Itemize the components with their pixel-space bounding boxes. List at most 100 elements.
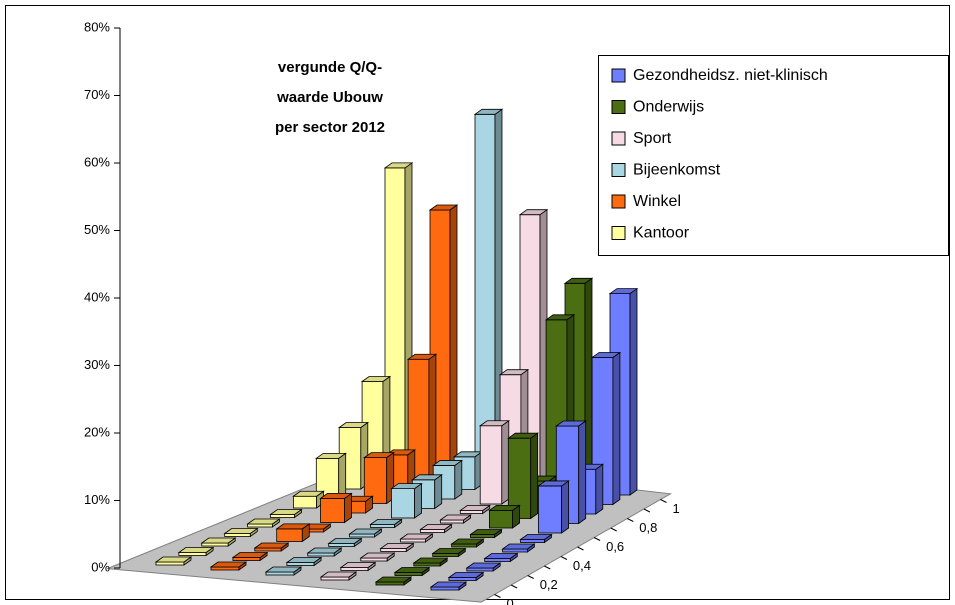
bar-top [154,556,193,563]
bar-front [247,523,273,528]
bar-side [578,420,587,525]
bar-top [292,490,325,497]
bar [429,581,468,591]
legend-label: Gezondheidsz. niet-klinisch [633,67,828,84]
bar-front [320,497,345,523]
legend: Gezondheidsz. niet-klinisch Onderwijs Spor… [611,67,828,242]
bar-front [451,543,477,548]
y-tick-label: 30% [84,357,110,372]
depth-tick [510,584,518,589]
bar-front [488,509,513,529]
bar [483,552,519,563]
bar [200,537,237,547]
bar-side [449,204,458,476]
bar-top [429,581,468,588]
bar-top [563,277,594,284]
bar [469,528,503,539]
bar [431,547,467,558]
legend-label: Sport [633,130,672,147]
bar [285,556,323,567]
bar [488,504,521,529]
bar-top [483,553,519,559]
bar-front [430,586,460,591]
bar-front [340,567,369,571]
bar-side [530,432,539,520]
depth-tick-label: 0 [507,596,514,605]
legend-label: Winkel [633,193,681,210]
bar [231,551,269,562]
bar-side [454,459,463,500]
bar [275,523,311,543]
bar [439,514,472,524]
bar-top [253,542,290,549]
bar-side [612,351,621,506]
bar-front [466,567,494,572]
bar-front [265,571,295,576]
y-tick-label: 50% [84,222,110,237]
bar-front [254,547,282,552]
bar-top [223,528,259,534]
y-tick-label: 0% [91,559,110,574]
bar [390,482,423,519]
bar [319,571,358,581]
depth-tick [577,546,584,551]
bar-top [319,492,353,499]
bar-top [412,557,449,564]
bar-front [375,581,405,586]
bar-top [390,483,423,490]
depth-tick [593,537,601,541]
bar-top [337,422,370,428]
depth-tick-label: 1 [673,501,680,516]
bar-top [447,572,485,578]
bar-top [537,480,570,487]
bar-top [383,162,414,169]
bar-top [406,353,438,360]
bar-top [348,528,383,535]
legend-swatch [611,131,626,146]
bar-front [201,542,229,547]
bar-top [411,474,443,481]
bar-front [484,558,511,562]
bar-front [232,557,261,561]
bar-front [178,552,207,556]
bar [590,351,622,506]
depth-tick [494,594,501,598]
bar-front [292,495,317,509]
bar-front [470,534,495,538]
chart-title: per sector 2012 [275,119,385,136]
bar-top [339,562,377,568]
bar-side [414,482,423,519]
bar-front [538,485,563,534]
depth-tick-label: 0,2 [540,577,558,592]
bar [348,528,383,538]
depth-tick [527,575,534,579]
bar [292,490,325,509]
bar-top [399,533,434,540]
bar [412,557,449,567]
bar [465,562,502,572]
bar-side [501,419,510,505]
bar-top [363,452,395,459]
bar-front [380,548,407,552]
legend-swatch [611,226,626,240]
depth-tick [627,518,634,522]
bar-top [419,524,453,530]
bar-top [465,562,502,569]
bar-top [450,538,485,545]
bar-front [224,533,251,537]
depth-tick [643,508,651,513]
bar-top [498,369,530,376]
bar-front [390,488,415,519]
legend-swatch [611,194,626,209]
bar-top [209,561,248,568]
bar-top [269,509,303,515]
chart-title: waarde Ubouw [276,89,383,106]
bar [393,566,431,577]
bar [419,523,453,534]
bar-top [488,504,521,511]
bar [223,527,259,538]
y-tick-label: 70% [84,87,110,102]
bar [519,533,553,544]
bar-front [479,425,503,505]
